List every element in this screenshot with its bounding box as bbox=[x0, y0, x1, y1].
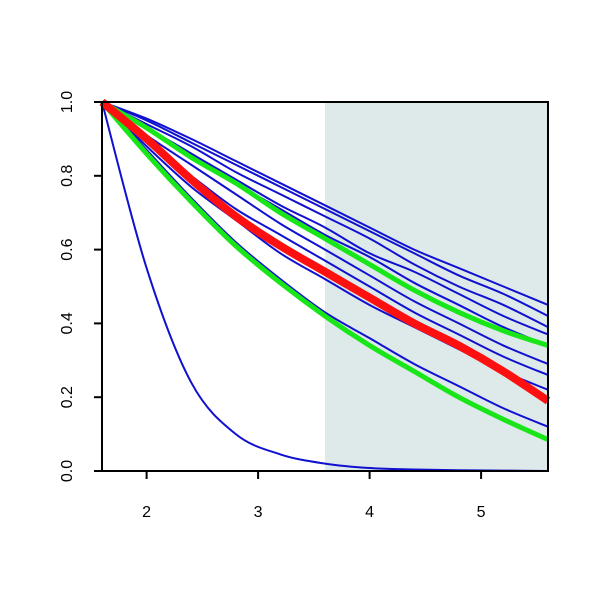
x-tick-label-5: 5 bbox=[477, 504, 486, 521]
y-tick-label-0.2: 0.2 bbox=[59, 386, 76, 408]
x-tick-label-2: 2 bbox=[142, 504, 151, 521]
y-tick-label-0.6: 0.6 bbox=[59, 238, 76, 260]
y-tick-label-0.4: 0.4 bbox=[59, 312, 76, 334]
x-tick-label-4: 4 bbox=[365, 504, 374, 521]
x-tick-label-3: 3 bbox=[254, 504, 263, 521]
series-line-11 bbox=[100, 100, 550, 442]
shaded-region-layer bbox=[325, 102, 548, 471]
y-tick-label-0.0: 0.0 bbox=[59, 460, 76, 482]
series-line-9 bbox=[101, 101, 549, 306]
series-layer bbox=[99, 98, 551, 472]
series-line-7 bbox=[101, 101, 549, 328]
series-line-12 bbox=[100, 99, 549, 348]
tick-label-layer: 2 3 4 5 0.0 0.2 0.4 0.6 0.8 1.0 bbox=[59, 91, 485, 521]
y-tick-label-1.0: 1.0 bbox=[59, 91, 76, 113]
series-line-13 bbox=[99, 98, 551, 405]
series-line-8 bbox=[101, 101, 549, 317]
series-line-4 bbox=[101, 101, 549, 365]
series-line-10 bbox=[101, 101, 549, 428]
axis-layer bbox=[94, 101, 549, 479]
y-tick-label-0.8: 0.8 bbox=[59, 165, 76, 187]
shaded-region bbox=[325, 102, 548, 471]
plot-frame bbox=[101, 101, 549, 472]
